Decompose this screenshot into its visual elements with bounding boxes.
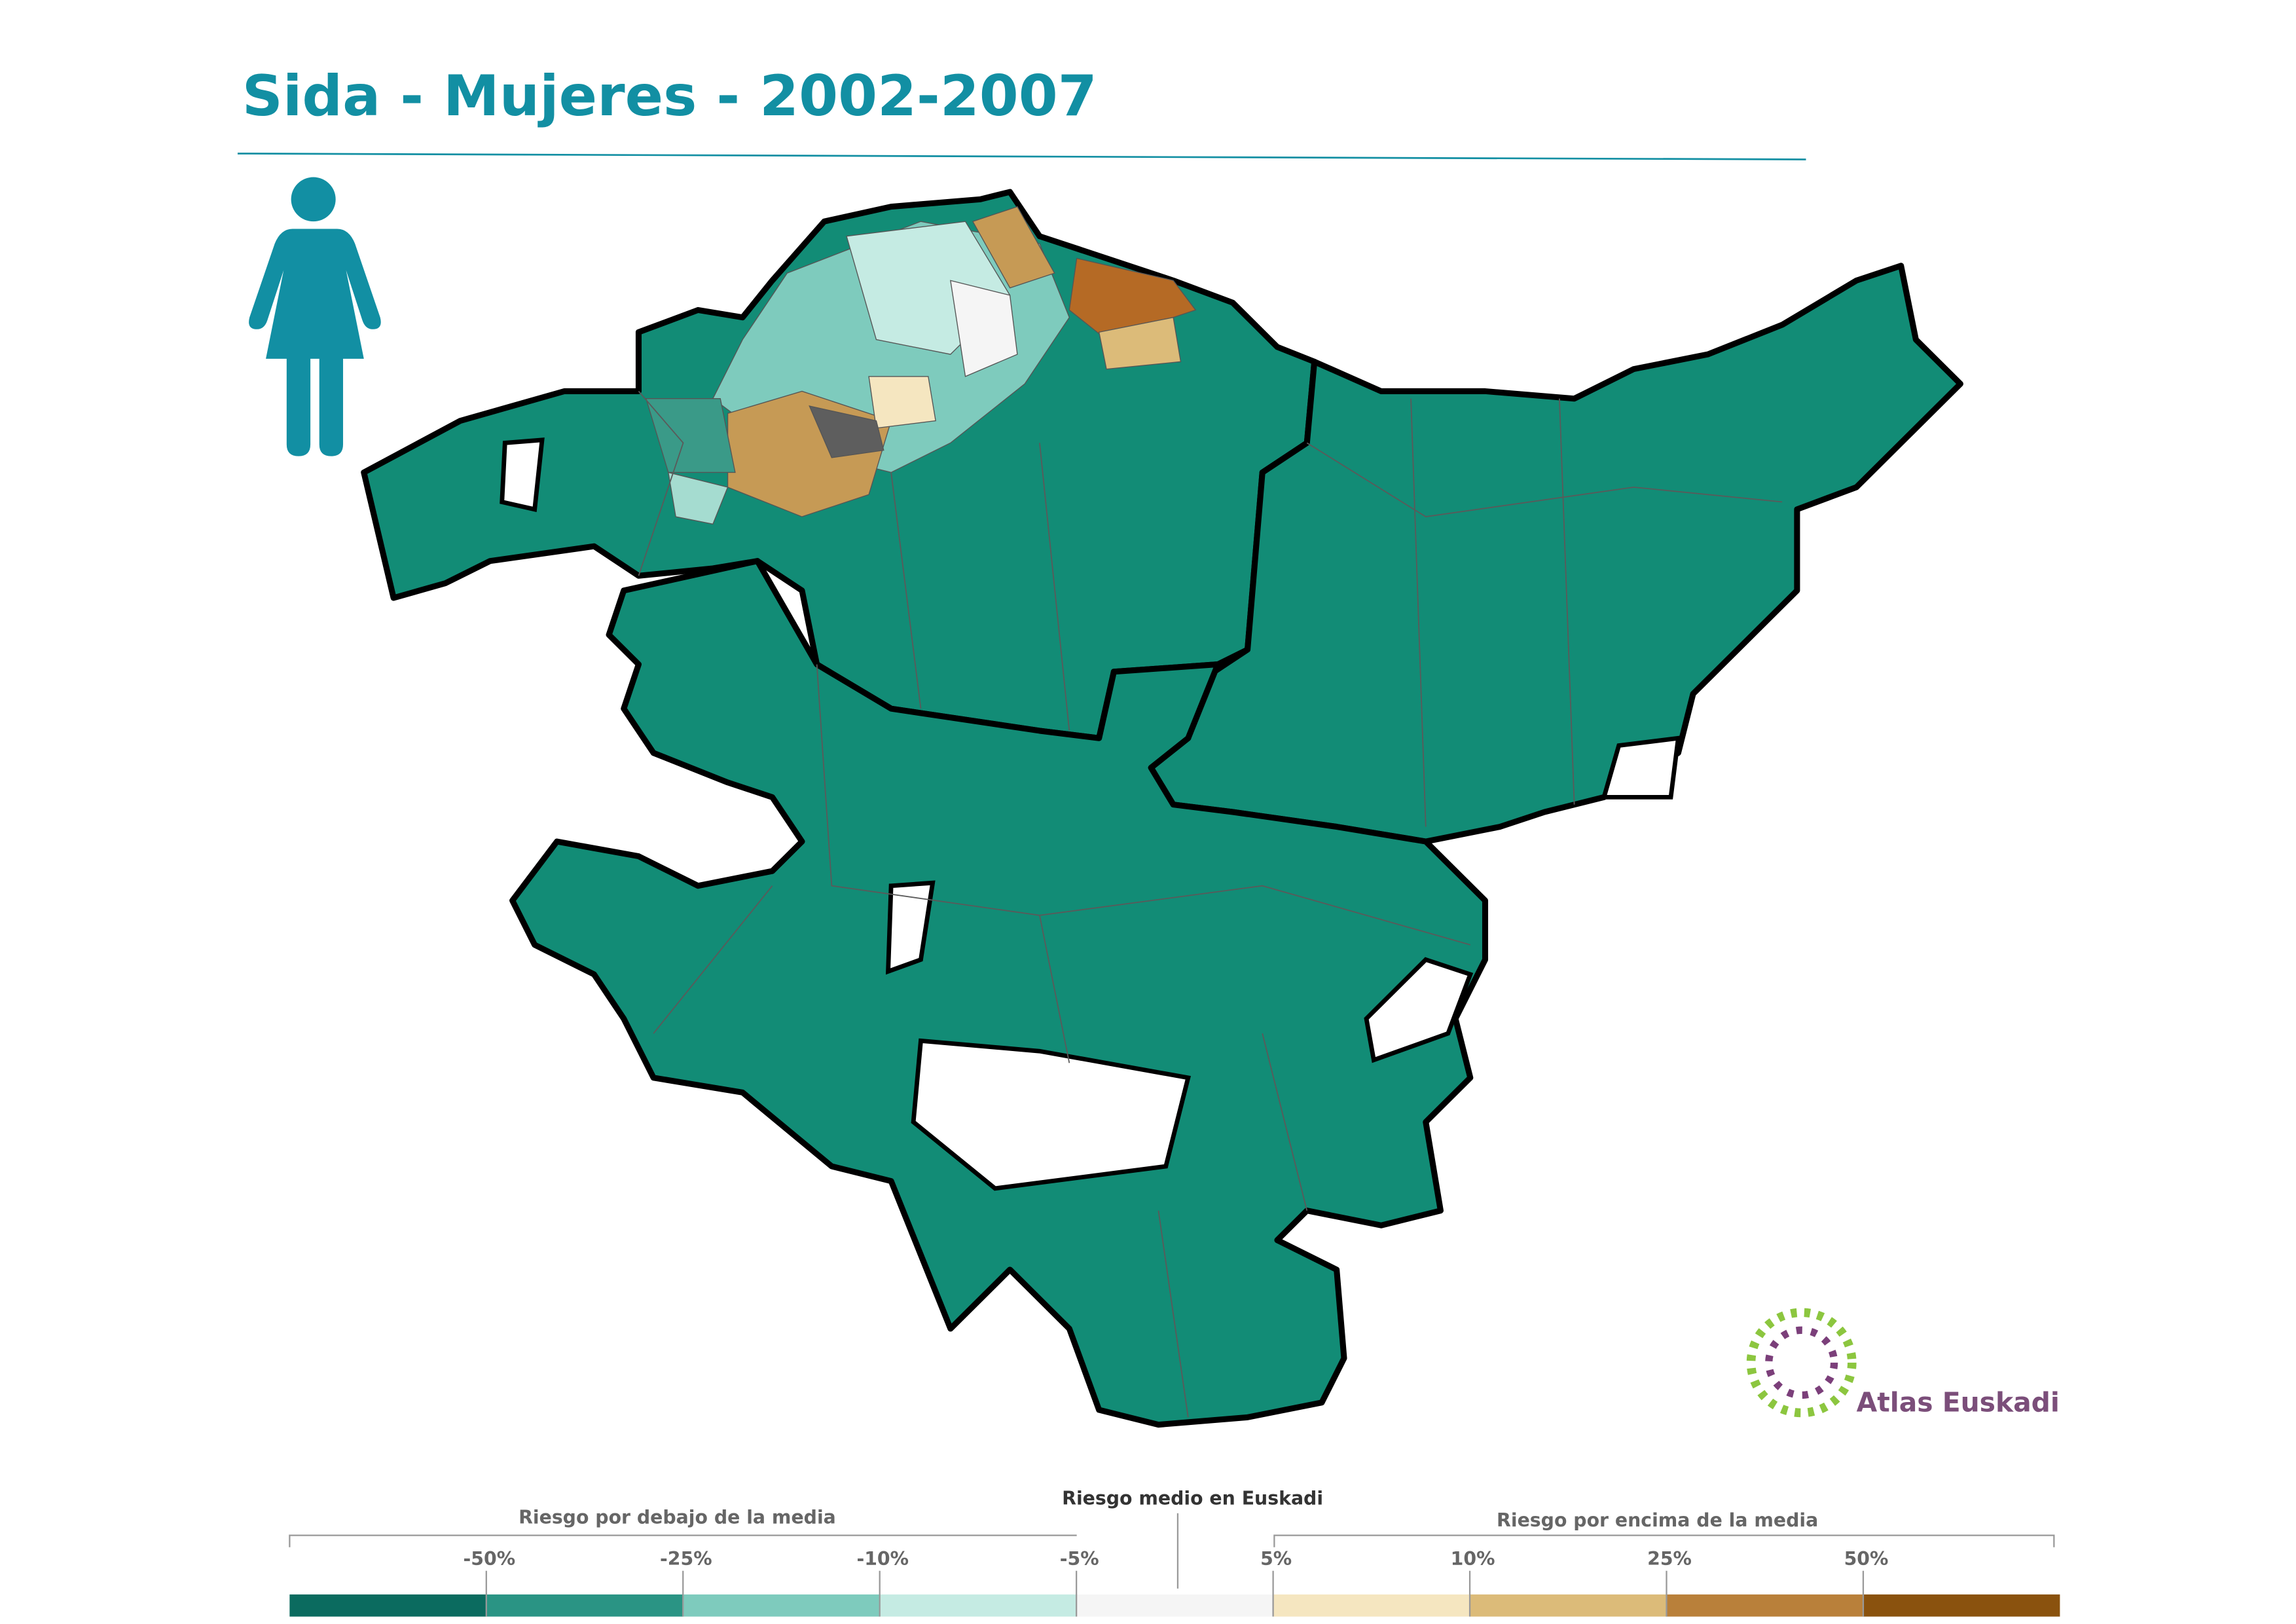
municipal-lines	[638, 390, 1783, 1418]
legend-swatch	[1666, 1594, 1863, 1617]
legend-tick-label: 25%	[1647, 1548, 1692, 1570]
legend-tick-label: -25%	[660, 1548, 712, 1570]
legend-swatch	[1470, 1594, 1667, 1617]
legend-swatch	[486, 1594, 683, 1617]
woman-icon	[249, 177, 381, 456]
legend: Riesgo por debajo de la media Riesgo med…	[289, 1487, 2060, 1617]
orduna-enclave	[500, 437, 545, 512]
legend-brackets	[289, 1513, 2055, 1589]
legend-swatch	[289, 1594, 486, 1617]
araba	[509, 558, 1489, 1428]
legend-swatch	[1076, 1594, 1273, 1617]
white-area	[1601, 735, 1681, 800]
title-rule	[237, 153, 1806, 160]
legend-tick-label: 5%	[1260, 1548, 1292, 1570]
legend-tick-label: 50%	[1844, 1548, 1889, 1570]
coast-patches	[645, 206, 1197, 525]
white-area	[885, 880, 936, 975]
legend-swatch	[1863, 1594, 2060, 1617]
map	[361, 189, 1963, 1428]
legend-tick-label: -10%	[856, 1548, 909, 1570]
legend-below-label: Riesgo por debajo de la media	[519, 1507, 836, 1528]
legend-tick-label: -50%	[464, 1548, 516, 1570]
trevino-enclave	[911, 1038, 1191, 1191]
logo-text: Atlas Euskadi	[1857, 1386, 2060, 1418]
legend-above-label: Riesgo por encima de la media	[1497, 1509, 1818, 1531]
legend-swatch	[879, 1594, 1077, 1617]
title: Sida - Mujeres - 2002-2007	[242, 64, 1097, 129]
content: Sida - Mujeres - 2002-2007	[237, 64, 2060, 1617]
legend-middle-label: Riesgo medio en Euskadi	[1062, 1487, 1323, 1509]
legend-tick-label: -5%	[1060, 1548, 1099, 1570]
legend-swatch	[1273, 1594, 1470, 1617]
legend-swatch	[683, 1594, 880, 1617]
logo: Atlas Euskadi	[1746, 1308, 2060, 1418]
white-area	[1364, 957, 1474, 1063]
legend-tick-label: 10%	[1451, 1548, 1495, 1570]
